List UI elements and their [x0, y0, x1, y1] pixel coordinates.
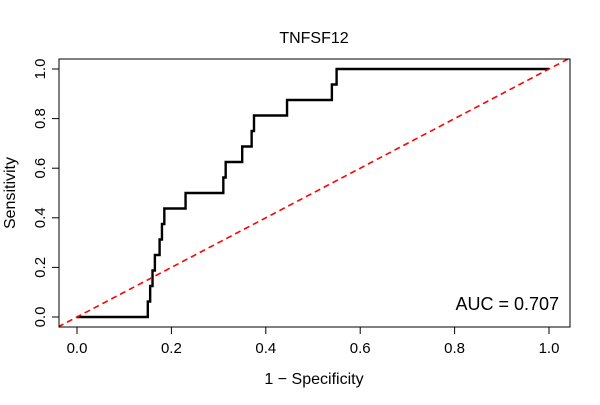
axis-ticks: 0.0 0.2 0.4 0.6 0.8 1.0 0.0 0.2 0.4 0.6 0.8 1.0: [32, 59, 559, 357]
y-tick-label: 0.4: [32, 207, 49, 228]
x-tick-label: 0.8: [444, 340, 465, 357]
x-tick-label: 1.0: [539, 340, 560, 357]
chart-title: TNFSF12: [279, 30, 348, 47]
x-tick-label: 0.6: [350, 340, 371, 357]
auc-annotation: AUC = 0.707: [455, 294, 559, 314]
reference-diagonal-line: [59, 59, 569, 327]
x-tick-label: 0.2: [161, 340, 182, 357]
y-tick-label: 0.8: [32, 108, 49, 129]
x-tick-label: 0.4: [255, 340, 276, 357]
x-axis-label: 1 − Specificity: [264, 371, 363, 388]
y-axis-label: Sensitivity: [2, 157, 19, 229]
y-tick-label: 0.6: [32, 158, 49, 179]
roc-curve-line: [77, 67, 549, 319]
y-tick-label: 0.2: [32, 257, 49, 278]
plot-marks: [59, 59, 569, 327]
y-tick-label: 1.0: [32, 59, 49, 80]
x-tick-label: 0.0: [67, 340, 88, 357]
y-tick-label: 0.0: [32, 307, 49, 328]
